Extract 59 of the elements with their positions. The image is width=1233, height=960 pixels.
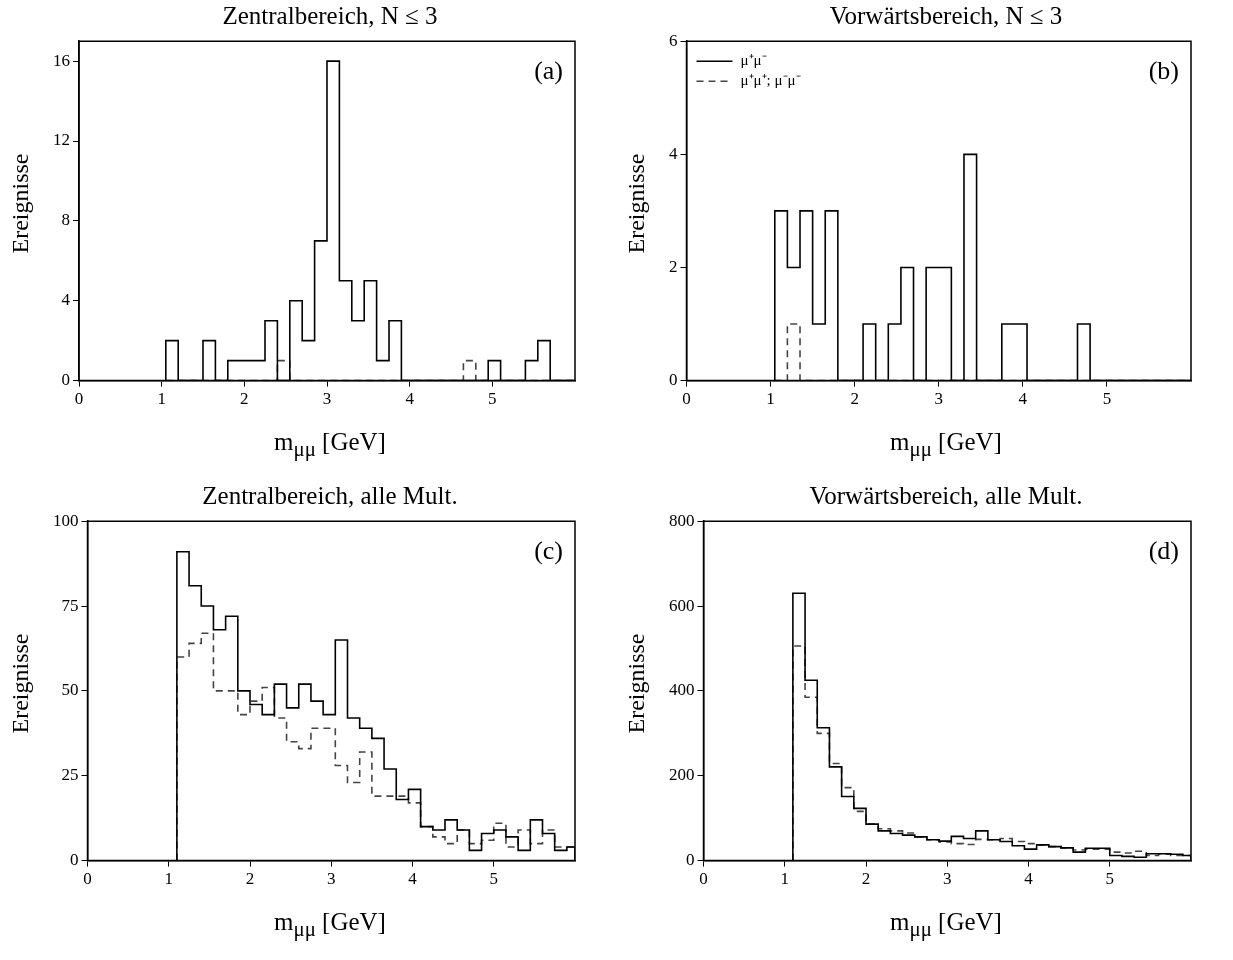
x-tick-label: 3 [943, 869, 952, 889]
x-axis-title: m$_{μμ}$ [GeV] [889, 908, 1003, 942]
x-tick-label: 0 [699, 869, 708, 889]
y-tick-label: 400 [669, 680, 695, 700]
y-tick-label: 0 [669, 370, 678, 390]
x-tick-label: 2 [861, 869, 871, 889]
x-tick-label: 5 [1102, 389, 1112, 409]
chart-title: Vorwärtsbereich, N ≤ 3 [828, 2, 1064, 30]
y-tick-label: 12 [53, 130, 70, 150]
annotation: (b) [1148, 56, 1179, 86]
x-tick-label: 1 [157, 389, 166, 409]
x-tick-label: 2 [850, 389, 859, 409]
y-tick-label: 0 [70, 850, 79, 870]
y-tick-label: 25 [61, 765, 79, 785]
x-tick-label: 2 [245, 869, 255, 889]
y-tick-label: 50 [61, 680, 79, 700]
y-tick-label: 4 [61, 290, 71, 310]
legend-label: μ⁺μ⁺; μ⁻μ⁻ [740, 72, 801, 89]
x-tick-label: 3 [934, 389, 943, 409]
y-tick-label: 600 [669, 595, 695, 615]
annotation: (d) [1148, 536, 1179, 566]
y-axis-title: Ereignisse [6, 152, 34, 256]
chart-title: Vorwärtsbereich, alle Mult. [808, 482, 1084, 510]
x-axis-title: m$_{μμ}$ [GeV] [273, 428, 387, 462]
annotation: (c) [534, 536, 563, 566]
y-tick-label: 8 [61, 210, 70, 230]
y-tick-label: 200 [669, 765, 695, 785]
y-tick-label: 800 [669, 510, 695, 530]
y-tick-label: 0 [61, 370, 70, 390]
legend-label: μ⁺μ⁻ [740, 52, 767, 69]
x-tick-label: 3 [322, 389, 332, 409]
y-axis-title: Ereignisse [622, 632, 650, 736]
x-tick-label: 4 [1024, 869, 1034, 889]
x-axis-title: m$_{μμ}$ [GeV] [273, 908, 387, 942]
x-axis-title: m$_{μμ}$ [GeV] [889, 428, 1003, 462]
x-tick-label: 2 [240, 389, 249, 409]
x-tick-label: 1 [780, 869, 789, 889]
chart-title: Zentralbereich, alle Mult. [201, 482, 459, 510]
x-tick-label: 5 [1105, 869, 1114, 889]
y-tick-label: 4 [669, 143, 678, 163]
x-tick-label: 4 [405, 389, 415, 409]
x-tick-label: 3 [327, 869, 336, 889]
y-tick-label: 100 [53, 510, 79, 530]
x-tick-label: 0 [83, 869, 92, 889]
x-tick-label: 5 [488, 389, 497, 409]
y-tick-label: 75 [61, 595, 79, 615]
x-tick-label: 5 [489, 869, 498, 889]
y-tick-label: 6 [669, 30, 678, 50]
y-tick-label: 2 [669, 256, 678, 276]
x-tick-label: 1 [766, 389, 775, 409]
annotation: (a) [534, 56, 563, 86]
y-axis-title: Ereignisse [6, 632, 34, 736]
x-tick-label: 4 [408, 869, 418, 889]
y-tick-label: 0 [686, 850, 695, 870]
chart-title: Zentralbereich, N ≤ 3 [221, 2, 439, 30]
x-tick-label: 4 [1018, 389, 1028, 409]
x-tick-label: 1 [164, 869, 173, 889]
y-tick-label: 16 [53, 50, 70, 70]
y-axis-title: Ereignisse [622, 152, 650, 256]
